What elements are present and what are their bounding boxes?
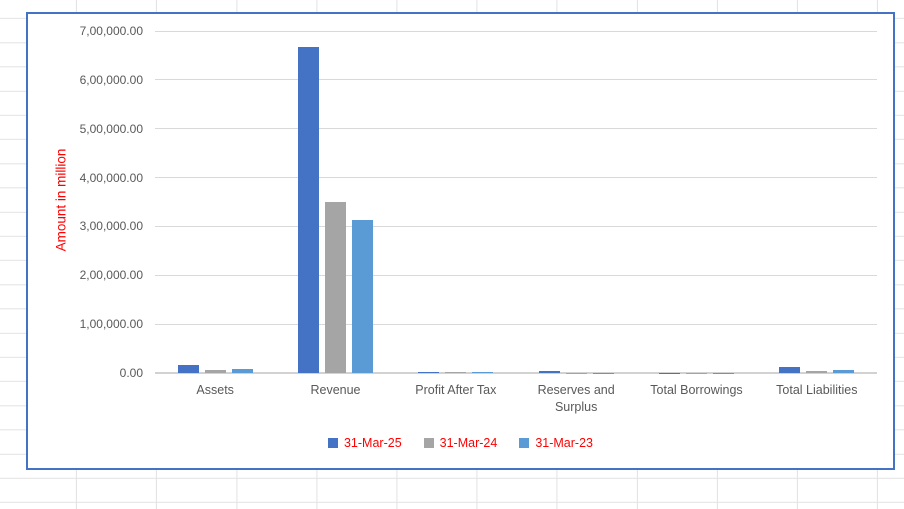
gridline xyxy=(155,274,877,276)
gridline xyxy=(155,128,877,130)
x-axis-line xyxy=(155,372,877,374)
bar-group xyxy=(275,31,395,373)
y-axis-tick-label: 3,00,000.00 xyxy=(79,219,143,234)
bar[interactable] xyxy=(351,220,373,373)
legend-item[interactable]: 31-Mar-25 xyxy=(327,435,402,451)
y-axis-tick-label: 1,00,000.00 xyxy=(79,317,143,332)
bar[interactable] xyxy=(806,370,828,373)
y-axis-tick-label: 4,00,000.00 xyxy=(79,170,143,185)
legend-swatch-icon xyxy=(423,438,434,448)
gridline xyxy=(155,177,877,179)
y-axis-tick-label: 6,00,000.00 xyxy=(79,72,143,87)
category-label: Assets xyxy=(196,383,234,397)
legend-label: 31-Mar-25 xyxy=(343,436,402,450)
category-label: Total Borrowings xyxy=(650,383,743,397)
bar-group xyxy=(396,31,516,373)
legend-item[interactable]: 31-Mar-24 xyxy=(423,435,498,451)
category-label: Total Liabilities xyxy=(776,383,858,397)
chart-legend: 31-Mar-25 31-Mar-24 31-Mar-23 xyxy=(28,435,893,451)
legend-swatch-icon xyxy=(519,438,530,448)
bar[interactable] xyxy=(418,372,440,373)
bar[interactable] xyxy=(472,372,494,373)
legend-swatch-icon xyxy=(327,438,338,448)
legend-item[interactable]: 31-Mar-23 xyxy=(519,435,593,451)
gridline xyxy=(155,79,877,81)
bar[interactable] xyxy=(445,372,467,373)
bar-group xyxy=(516,31,636,373)
gridline xyxy=(155,323,877,325)
bar[interactable] xyxy=(204,369,226,373)
bar-groups xyxy=(155,31,877,373)
bar[interactable] xyxy=(231,369,253,373)
y-axis-tick-label: 2,00,000.00 xyxy=(79,268,143,283)
x-axis-category-labels: Assets Revenue Profit After Tax Reserves an… xyxy=(155,382,877,416)
chart-frame[interactable]: Amount in million 7,00,000.00 6,00,000.00… xyxy=(26,12,895,470)
bar[interactable] xyxy=(779,366,801,373)
bar[interactable] xyxy=(833,369,855,373)
bar[interactable] xyxy=(177,364,199,373)
bar-group xyxy=(757,31,877,373)
bar[interactable] xyxy=(538,371,560,373)
legend-label: 31-Mar-23 xyxy=(535,436,593,450)
bar-group xyxy=(155,31,275,373)
gridline xyxy=(155,30,877,32)
y-axis-tick-label: 7,00,000.00 xyxy=(79,24,143,38)
y-axis-tick-labels: 7,00,000.00 6,00,000.00 5,00,000.00 4,00,00… xyxy=(33,14,143,468)
category-label: Revenue xyxy=(310,383,361,397)
bar-group xyxy=(636,31,756,373)
y-axis-tick-label: 5,00,000.00 xyxy=(79,121,143,136)
category-label: Reserves and Surplus xyxy=(537,383,615,414)
bar[interactable] xyxy=(297,46,319,373)
bar[interactable] xyxy=(324,202,346,373)
gridline xyxy=(155,225,877,227)
category-label: Profit After Tax xyxy=(415,383,497,397)
plot-area xyxy=(155,30,877,374)
y-axis-tick-label: 0.00 xyxy=(119,366,143,380)
legend-label: 31-Mar-24 xyxy=(439,436,498,450)
